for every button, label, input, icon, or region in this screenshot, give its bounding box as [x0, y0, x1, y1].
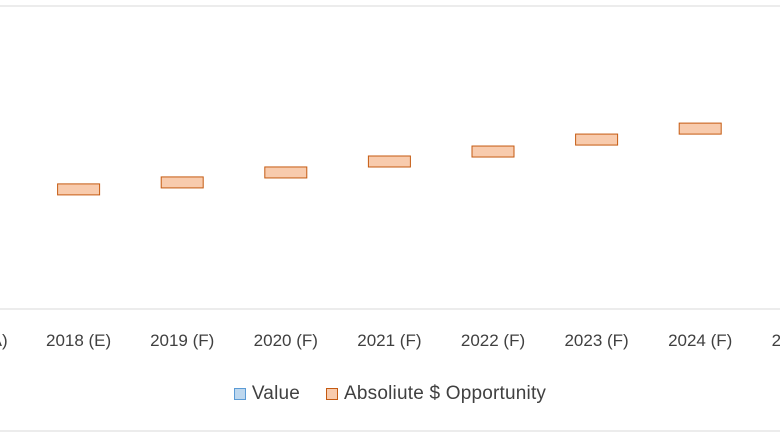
x-tick-label: 2022 (F): [461, 331, 525, 350]
opportunity-bar: [264, 166, 308, 179]
legend-label-value: Value: [251, 383, 301, 404]
tick-labels-layer: 2017 (A) 2018 (E) 2019 (F) 2020 (F) 2021 (F)…: [0, 331, 780, 350]
opportunity-bar: [160, 176, 204, 189]
opportunity-bar: [678, 122, 722, 135]
opportunity-bar: [367, 155, 411, 168]
x-tick-label: 2019 (F): [150, 331, 214, 350]
legend-swatch-value: [233, 388, 246, 400]
x-tick-label: 2017 (A): [0, 331, 8, 350]
legend-label-opportunity: Absoliute $ Opportunity: [344, 383, 547, 404]
x-tick-label: 2025 (F): [772, 331, 780, 350]
bars-layer: [57, 122, 722, 196]
opportunity-bar: [471, 145, 515, 158]
x-tick-label: 2024 (F): [668, 331, 732, 350]
x-tick-label: 2020 (F): [254, 331, 318, 350]
legend-item-opportunity[interactable]: Absoliute $ Opportunity: [326, 383, 546, 405]
opportunity-bar: [575, 133, 619, 146]
x-tick-label: 2018 (E): [46, 331, 111, 350]
x-tick-label: 2023 (F): [564, 331, 628, 350]
x-tick-label: 2021 (F): [357, 331, 421, 350]
legend-item-value[interactable]: Value: [233, 383, 301, 405]
legend-swatch-opportunity: [326, 388, 339, 400]
legend: Value Absoliute $ Opportunity: [0, 380, 780, 408]
opportunity-bar: [57, 183, 101, 196]
